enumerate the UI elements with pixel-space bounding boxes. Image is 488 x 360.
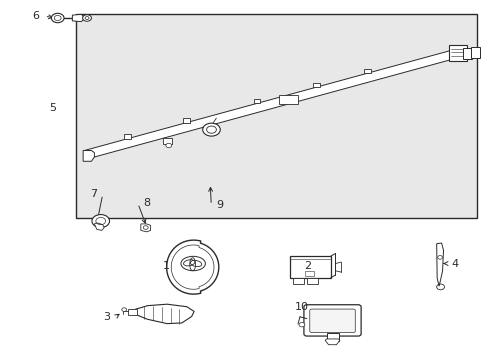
Bar [290, 256, 330, 278]
Bar [292, 278, 303, 284]
Bar [304, 271, 314, 276]
FancyBboxPatch shape [304, 305, 360, 336]
Text: 8: 8 [143, 198, 150, 208]
Bar [448, 45, 467, 61]
Bar [326, 333, 338, 341]
Text: 3: 3 [103, 312, 110, 322]
Polygon shape [83, 150, 94, 161]
Text: 4: 4 [450, 258, 457, 269]
Bar [470, 47, 479, 58]
Bar [76, 14, 476, 218]
Circle shape [437, 256, 442, 259]
Text: 9: 9 [216, 200, 223, 210]
Bar [253, 99, 260, 103]
Text: 2: 2 [304, 261, 311, 271]
Bar [124, 134, 131, 139]
Text: 6: 6 [32, 11, 39, 21]
Circle shape [165, 143, 171, 148]
Polygon shape [436, 243, 443, 286]
Polygon shape [83, 50, 456, 159]
Bar [128, 309, 137, 315]
FancyBboxPatch shape [309, 309, 354, 333]
Text: 10: 10 [295, 302, 308, 312]
Text: 5: 5 [49, 103, 56, 113]
Circle shape [202, 123, 220, 136]
Circle shape [51, 13, 64, 23]
Polygon shape [135, 304, 194, 324]
Circle shape [298, 323, 305, 327]
Bar [306, 278, 317, 284]
Polygon shape [72, 14, 83, 22]
Polygon shape [141, 224, 150, 232]
Text: 1: 1 [163, 261, 169, 271]
Bar [312, 83, 319, 87]
Circle shape [122, 308, 126, 311]
Bar [183, 118, 190, 122]
Bar [278, 95, 298, 104]
Polygon shape [166, 240, 218, 294]
Bar [462, 48, 471, 59]
Bar [163, 138, 171, 144]
Text: 7: 7 [90, 189, 97, 199]
Polygon shape [94, 223, 104, 230]
Circle shape [92, 215, 109, 228]
Circle shape [143, 226, 148, 229]
Bar [364, 69, 370, 73]
Polygon shape [325, 339, 339, 345]
Circle shape [82, 15, 91, 21]
